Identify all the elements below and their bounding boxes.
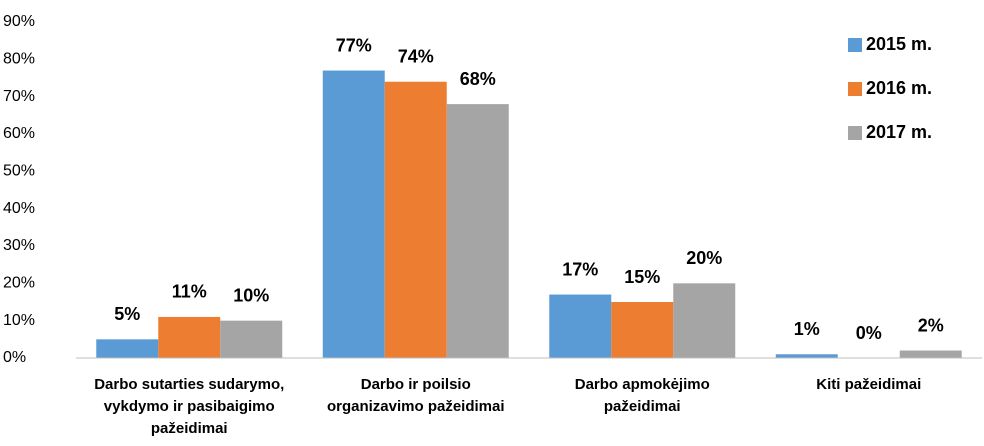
y-tick-label: 40% (3, 200, 35, 217)
x-tick-label: Darbo ir poilsio organizavimo pažeidimai (326, 376, 505, 415)
legend-label: 2017 m. (866, 122, 932, 142)
legend-swatch (848, 126, 862, 140)
data-label: 17% (562, 259, 598, 279)
bar (899, 350, 962, 358)
data-label: 1% (794, 319, 820, 339)
legend-swatch (848, 82, 862, 96)
legend-swatch (848, 38, 862, 52)
data-label: 11% (172, 282, 207, 302)
y-tick-label: 80% (3, 51, 35, 68)
bar (611, 302, 674, 358)
bar (220, 320, 283, 358)
data-label: 5% (114, 304, 140, 324)
legend-label: 2016 m. (866, 78, 932, 98)
bar (96, 339, 159, 358)
x-tick-label: Darbo apmokėjimo pažeidimai (574, 376, 710, 415)
data-label: 74% (398, 46, 434, 66)
y-tick-label: 60% (3, 125, 35, 142)
data-label: 68% (460, 69, 496, 89)
x-tick-label: Darbo sutarties sudarymo, vykdymo ir pas… (94, 376, 285, 437)
y-tick-label: 10% (3, 312, 35, 329)
x-tick-label: Kiti pažeidimai (816, 376, 922, 393)
y-tick-label: 30% (3, 237, 35, 254)
legend-label: 2015 m. (866, 34, 932, 54)
data-label: 77% (336, 35, 372, 55)
bar (775, 354, 838, 358)
bar (322, 70, 385, 359)
data-label: 0% (856, 323, 882, 343)
bar (384, 81, 447, 358)
y-tick-label: 90% (3, 13, 35, 30)
y-tick-label: 20% (3, 275, 35, 292)
y-tick-label: 50% (3, 163, 35, 180)
bar (673, 283, 736, 358)
y-tick-label: 0% (3, 349, 26, 366)
bar (549, 294, 612, 358)
data-label: 20% (686, 248, 722, 268)
y-tick-label: 70% (3, 88, 35, 105)
data-label: 2% (918, 315, 944, 335)
bar (446, 104, 509, 358)
bar (158, 316, 221, 358)
data-label: 15% (624, 267, 660, 287)
data-label: 10% (233, 285, 269, 305)
